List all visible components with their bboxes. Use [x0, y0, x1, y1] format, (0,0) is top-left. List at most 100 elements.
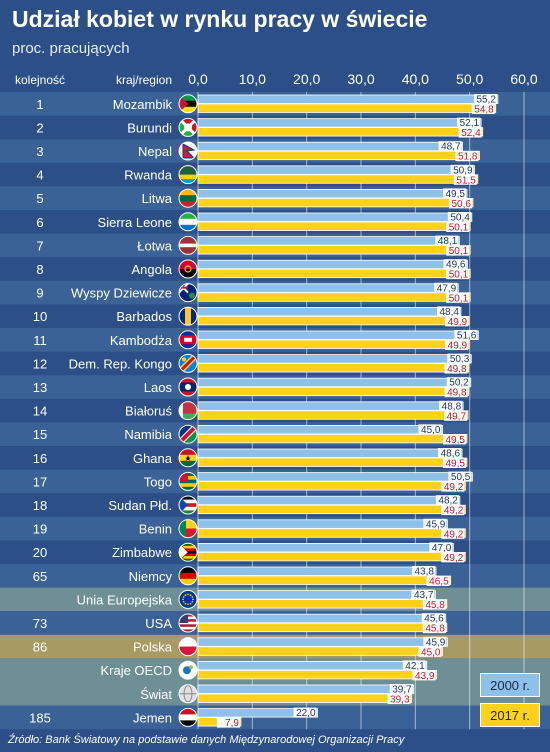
- bar-2017: [197, 693, 412, 703]
- country-label: Ghana: [133, 451, 173, 466]
- bar-2017: [197, 174, 479, 184]
- country-label: Namibia: [124, 427, 172, 442]
- label-bg-2017: [418, 646, 442, 657]
- bar-2017: [197, 481, 466, 491]
- value-2000: 50,5: [451, 472, 471, 483]
- country-label: Zimbabwe: [112, 545, 172, 560]
- source-note: Źródło: Bank Światowy na podstawie danyc…: [8, 734, 405, 746]
- label-bg-2017: [445, 340, 469, 350]
- mozambique-flag-icon: [178, 94, 198, 114]
- usa-flag-icon: [178, 613, 198, 633]
- germany-flag-icon: [178, 566, 198, 586]
- bar-2000: [197, 141, 464, 152]
- value-2017: 51,8: [458, 152, 478, 163]
- value-2000: 48,6: [441, 449, 461, 460]
- bar-2017: [197, 410, 469, 420]
- sierra-leone-flag-icon: [178, 212, 198, 232]
- eu-flag-icon: [178, 589, 198, 609]
- value-2000: 50,3: [450, 354, 470, 365]
- country-label: Litwa: [142, 191, 173, 206]
- rank-label: 17: [33, 474, 47, 489]
- x-tick-label: 40,0: [402, 71, 429, 87]
- value-2000: 48,4: [440, 307, 460, 318]
- bar-2017: [197, 622, 448, 633]
- bar-2000: [197, 354, 472, 364]
- country-label: Togo: [144, 474, 172, 489]
- laos-flag-icon: [178, 377, 198, 397]
- benin-flag-icon: [178, 519, 198, 539]
- chart-subtitle: proc. pracujących: [12, 40, 130, 57]
- bar-2017: [197, 552, 466, 562]
- rank-label: 12: [33, 356, 47, 371]
- cambodia-flag-icon: [178, 330, 198, 350]
- belarus-flag-icon: [178, 401, 198, 421]
- label-bg-2000: [435, 495, 459, 506]
- label-bg-2017: [426, 576, 450, 586]
- value-2017: 45,8: [425, 624, 445, 635]
- bar-2017: [197, 339, 470, 349]
- label-bg-2000: [411, 589, 435, 600]
- bar-2000: [197, 684, 415, 694]
- rank-label: 7: [36, 238, 43, 253]
- value-2017: 49,8: [447, 388, 467, 399]
- x-tick-label: 20,0: [293, 71, 320, 87]
- bar-2000: [197, 236, 460, 246]
- bar-2017: [197, 504, 466, 515]
- country-label: Mozambik: [113, 97, 173, 112]
- value-2000: 55,2: [476, 95, 496, 106]
- rank-label: 4: [36, 168, 43, 183]
- label-bg-2017: [441, 528, 465, 539]
- bar-2017: [197, 646, 443, 656]
- value-2017: 49,2: [444, 553, 464, 564]
- value-2017: 7,9: [225, 718, 239, 729]
- label-bg-2000: [418, 424, 442, 435]
- label-bg-2017: [216, 717, 240, 728]
- value-2000: 43,8: [415, 567, 435, 578]
- rank-label: 19: [33, 522, 47, 537]
- label-bg-2000: [423, 518, 447, 529]
- value-2017: 50,6: [451, 199, 471, 210]
- value-2000: 48,2: [438, 496, 458, 507]
- nepal-flag-icon: [178, 141, 198, 161]
- value-2000: 45,0: [421, 425, 441, 436]
- label-bg-2017: [446, 269, 470, 280]
- country-column-header: kraj/region: [116, 73, 172, 87]
- country-label: Barbados: [116, 309, 172, 324]
- x-tick-label: 60,0: [510, 71, 537, 87]
- label-bg-2000: [421, 613, 445, 624]
- value-2000: 22,0: [296, 708, 316, 719]
- x-tick-label: 0,0: [188, 71, 208, 87]
- rank-label: 13: [33, 380, 47, 395]
- label-bg-2017: [441, 552, 465, 563]
- bar-2000: [197, 188, 468, 199]
- country-label: Łotwa: [137, 238, 172, 253]
- x-tick-label: 30,0: [347, 71, 374, 87]
- value-2000: 39,7: [392, 685, 412, 696]
- legend-2017: 2017 r.: [480, 703, 540, 727]
- label-bg-2000: [438, 141, 462, 152]
- barbados-flag-icon: [178, 306, 198, 326]
- rank-label: 5: [36, 191, 43, 206]
- yemen-flag-icon: [178, 707, 198, 727]
- bar-2017: [197, 575, 452, 585]
- country-label: Białoruś: [125, 404, 172, 419]
- country-label: Rwanda: [124, 168, 172, 183]
- label-bg-2000: [450, 164, 474, 175]
- bar-2017: [197, 268, 471, 279]
- value-2000: 50,2: [449, 378, 469, 389]
- bar-2000: [197, 94, 499, 104]
- country-label: Sierra Leone: [98, 215, 172, 230]
- label-bg-2000: [389, 684, 413, 694]
- value-2017: 52,4: [461, 128, 481, 139]
- value-2000: 47,0: [432, 543, 452, 554]
- label-bg-2000: [442, 188, 466, 199]
- label-bg-2000: [447, 212, 471, 222]
- value-2017: 49,9: [448, 317, 468, 328]
- bar-2000: [197, 661, 428, 671]
- bar-2017: [197, 221, 471, 231]
- label-bg-2000: [438, 448, 462, 458]
- burundi-flag-icon: [178, 117, 198, 137]
- rank-label: 2: [36, 120, 43, 135]
- bar-2000: [197, 259, 468, 270]
- bar-2000: [197, 590, 436, 600]
